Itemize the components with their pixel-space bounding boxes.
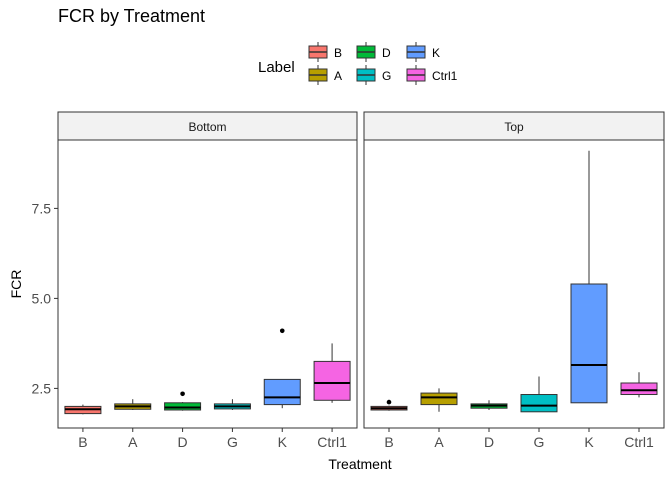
- box-top-b: [370, 399, 408, 411]
- x-tick-label-top-a: A: [434, 434, 444, 450]
- box-body: [570, 283, 608, 404]
- box-top-g: [520, 376, 558, 413]
- outlier-point: [386, 399, 392, 405]
- legend-title: Label: [258, 59, 295, 76]
- strip-label-bottom: Bottom: [188, 120, 226, 134]
- box-body: [420, 392, 458, 406]
- panel-border-top: [363, 139, 665, 429]
- x-tick-label-top-d: D: [484, 434, 494, 450]
- legend-key-b: [308, 42, 328, 62]
- box-body: [620, 382, 658, 396]
- box-body: [520, 394, 558, 413]
- x-tick-label-bottom-a: A: [128, 434, 138, 450]
- panel-border-bottom: [57, 139, 358, 429]
- legend-label-b: B: [334, 46, 342, 60]
- legend-key-ctrl1: [406, 65, 426, 85]
- y-axis-title: FCR: [8, 270, 24, 299]
- panel-background-bottom: [58, 140, 357, 428]
- box-bottom-k: [263, 328, 301, 409]
- box-top-ctrl1: [620, 372, 658, 398]
- box-bottom-g: [213, 399, 251, 410]
- x-tick-label-bottom-ctrl1: Ctrl1: [317, 434, 347, 450]
- box-bottom-ctrl1: [313, 343, 351, 403]
- facet-bottom: Bottom B A D G K Ctrl1 2.5 5.0 7.5: [32, 111, 358, 450]
- strip-bottom: [57, 111, 358, 141]
- x-tick-label-bottom-b: B: [78, 434, 87, 450]
- box-top-d: [470, 400, 508, 410]
- legend-label-a: A: [334, 69, 342, 83]
- legend-label-d: D: [382, 46, 391, 60]
- legend-key-k: [406, 42, 426, 62]
- panel-background-top: [364, 140, 664, 428]
- facet-top: Top B A D G K Ctrl1: [363, 111, 665, 450]
- box-top-k: [570, 150, 608, 404]
- strip-label-top: Top: [504, 120, 524, 134]
- legend-key-a: [308, 65, 328, 85]
- y-tick-label-1: 5.0: [32, 290, 52, 306]
- box-body: [164, 402, 202, 411]
- facet-panels: Bottom B A D G K Ctrl1 2.5 5.0 7.5 Top B A D G K Ctrl1: [32, 111, 665, 450]
- box-top-a: [420, 388, 458, 412]
- x-tick-label-top-g: G: [534, 434, 545, 450]
- x-tick-label-bottom-d: D: [178, 434, 188, 450]
- legend-label-g: G: [382, 69, 391, 83]
- x-tick-label-top-ctrl1: Ctrl1: [624, 434, 654, 450]
- box-body: [313, 360, 351, 401]
- x-tick-label-top-b: B: [384, 434, 393, 450]
- legend-key-d: [356, 42, 376, 62]
- y-tick-label-2: 7.5: [32, 200, 52, 216]
- strip-top: [363, 111, 665, 141]
- x-tick-label-bottom-g: G: [227, 434, 238, 450]
- legend-label-k: K: [432, 46, 440, 60]
- box-bottom-b: [64, 404, 102, 415]
- legend-label-ctrl1: Ctrl1: [432, 69, 458, 83]
- legend-key-g: [356, 65, 376, 85]
- box-bottom-a: [114, 399, 152, 410]
- x-tick-label-top-k: K: [584, 434, 594, 450]
- x-tick-label-bottom-k: K: [278, 434, 288, 450]
- x-axis-title: Treatment: [328, 456, 391, 472]
- outlier-point: [180, 391, 185, 397]
- outlier-point: [279, 328, 285, 334]
- chart-title: FCR by Treatment: [58, 6, 205, 26]
- box-bottom-d: [164, 391, 202, 411]
- box-body: [263, 378, 301, 406]
- legend: Label BA DG K Ctrl1: [258, 42, 458, 85]
- y-tick-label-0: 2.5: [32, 380, 52, 396]
